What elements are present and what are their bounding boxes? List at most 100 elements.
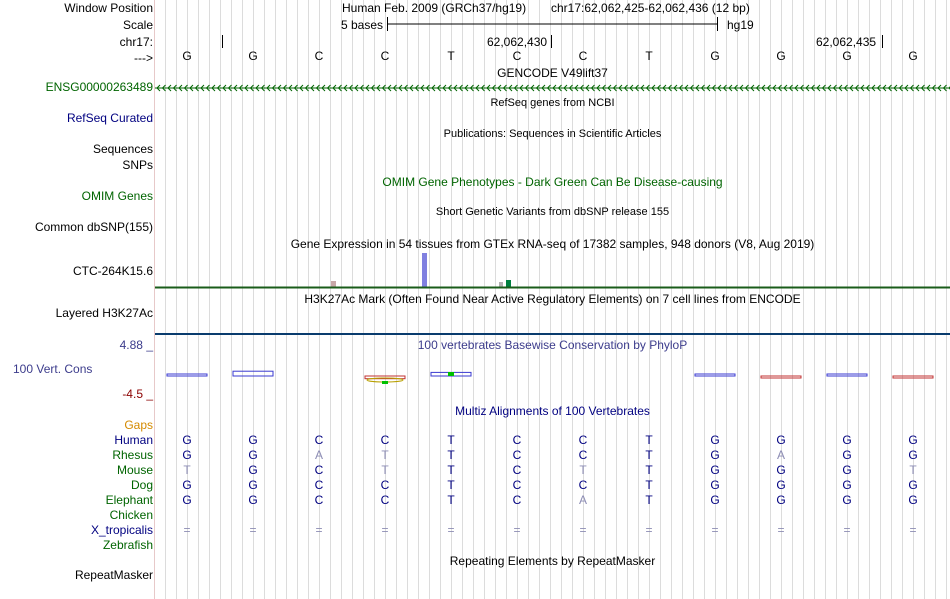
alignment-base: G [182,433,192,447]
label-gencode-gene[interactable]: ENSG00000263489 [45,80,153,94]
track-title-dbsnp[interactable]: Short Genetic Variants from dbSNP releas… [435,206,670,218]
strand-chevron [766,84,771,92]
species-label[interactable]: Elephant [105,493,153,507]
alignment-base: T [447,448,455,462]
strand-chevron [700,84,705,92]
alignment-base: G [842,433,852,447]
alignment-base: T [447,463,455,477]
strand-chevron [211,84,216,92]
strand-chevron [255,84,260,92]
strand-chevron [843,84,848,92]
label-gaps[interactable]: Gaps [124,418,153,432]
strand-chevron [304,84,309,92]
alignment-base: G [710,478,720,492]
strand-chevron [739,84,744,92]
h3k27ac-signal[interactable] [155,332,950,336]
species-label[interactable]: Zebrafish [102,538,153,552]
alignment-base: G [182,478,192,492]
base-letter: T [447,49,455,63]
strand-chevron [651,84,656,92]
strand-chevron [480,84,485,92]
track-title-refseq[interactable]: RefSeq genes from NCBI [490,97,615,109]
label-repeatmasker[interactable]: RepeatMasker [74,568,153,582]
base-letter: T [645,49,653,63]
track-title-publications[interactable]: Publications: Sequences in Scientific Ar… [443,128,662,140]
strand-chevron [926,84,931,92]
strand-chevron [706,84,711,92]
strand-chevron [722,84,727,92]
label-omim-genes[interactable]: OMIM Genes [81,189,153,203]
alignment-base: C [314,463,324,477]
strand-chevron [513,84,518,92]
strand-chevron [156,84,161,92]
alignment-base: C [314,433,324,447]
strand-chevron [420,84,425,92]
strand-chevron [370,84,375,92]
label-gtex-gene[interactable]: CTC-264K15.6 [72,264,153,278]
alignment-base: G [710,493,720,507]
gridline [814,0,815,599]
strand-chevron [260,84,265,92]
gridline [583,0,584,599]
alignment-base: G [710,463,720,477]
track-title-h3k27ac[interactable]: H3K27Ac Mark (Often Found Near Active Re… [304,292,801,306]
coord-label-1: 62,062,430 [487,35,548,49]
strand-chevron [178,84,183,92]
strand-chevron [530,84,535,92]
track-title-repeatmasker[interactable]: Repeating Elements by RepeatMasker [449,554,656,568]
alignment-base: T [447,493,455,507]
strand-chevron [656,84,661,92]
gridline [627,0,628,599]
gridline [187,0,188,599]
gtex-expression-chart[interactable] [155,252,950,289]
label-layered-h3k27ac[interactable]: Layered H3K27Ac [55,306,153,320]
alignment-base: C [512,433,522,447]
strand-chevron [601,84,606,92]
strand-chevron [761,84,766,92]
label-chr: chr17: [119,35,153,49]
alignment-base: C [578,478,588,492]
strand-chevron [321,84,326,92]
strand-chevron [189,84,194,92]
strand-chevron [882,84,887,92]
gridline [550,0,551,599]
label-sequences[interactable]: Sequences [92,142,153,156]
track-title-gtex[interactable]: Gene Expression in 54 tissues from GTEx … [290,237,815,251]
phylop-bar [760,375,802,379]
strand-chevron [502,84,507,92]
track-title-multiz[interactable]: Multiz Alignments of 100 Vertebrates [455,404,650,418]
alignment-base: = [777,523,785,537]
alignment-base: = [711,523,719,537]
species-label[interactable]: Chicken [109,508,153,522]
label-100-vert-cons[interactable]: 100 Vert. Cons [13,362,93,376]
species-label[interactable]: Mouse [116,463,153,477]
species-label[interactable]: Rhesus [112,448,153,462]
label-refseq-curated[interactable]: RefSeq Curated [66,111,153,125]
label-snps[interactable]: SNPs [122,158,153,172]
strand-chevron [937,84,942,92]
species-label[interactable]: Dog [130,478,153,492]
species-label[interactable]: Human [114,433,153,447]
gridline [594,0,595,599]
track-title-phylop[interactable]: 100 vertebrates Basewise Conservation by… [417,338,688,352]
label-strand-arrow: ---> [134,51,153,65]
coord-label-2: 62,062,435 [816,35,877,49]
gridline [902,0,903,599]
alignment-base: = [843,523,851,537]
track-title-omim[interactable]: OMIM Gene Phenotypes - Dark Green Can Be… [382,175,723,189]
strand-chevron [755,84,760,92]
label-scale: Scale [122,18,153,32]
label-common-dbsnp[interactable]: Common dbSNP(155) [34,220,153,234]
phylop-bar [694,373,736,377]
alignment-base: C [512,478,522,492]
track-title-gencode[interactable]: GENCODE V49lift37 [497,66,608,80]
alignment-base: T [645,478,653,492]
strand-chevron [161,84,166,92]
gene-strand-line[interactable] [155,82,950,94]
alignment-base: T [645,448,653,462]
strand-chevron [744,84,749,92]
species-label[interactable]: X_tropicalis [90,523,153,537]
base-letter: G [908,49,918,63]
alignment-base: G [908,493,918,507]
phylop-conservation-chart[interactable] [155,352,950,392]
